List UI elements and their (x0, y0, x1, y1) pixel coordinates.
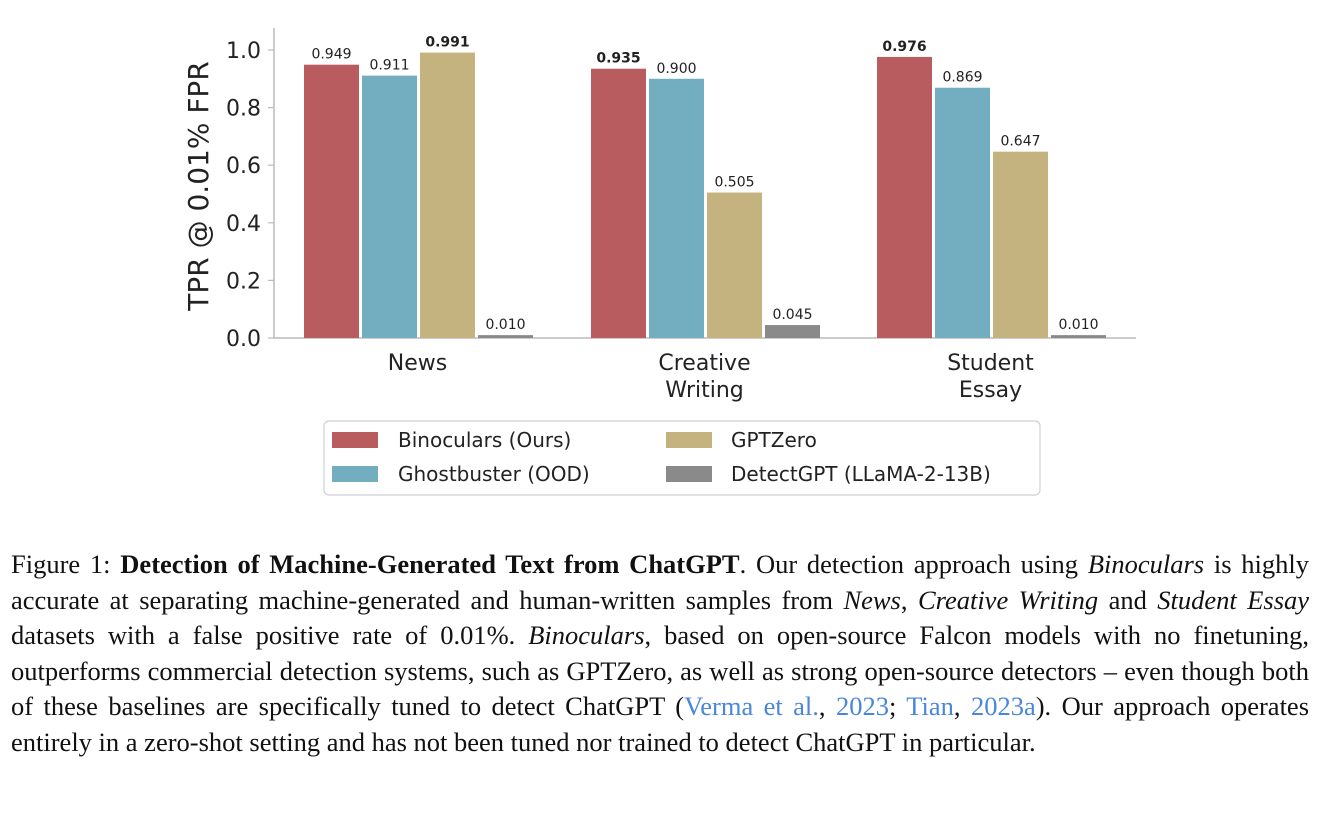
caption-text: ; (888, 691, 907, 722)
bar-value-label: 0.900 (656, 61, 696, 77)
y-ticks: 0.0 0.2 0.4 0.6 0.8 1.0 (226, 39, 274, 352)
bar (362, 75, 417, 338)
caption-text: , (818, 691, 836, 722)
bar-value-label: 0.505 (714, 175, 754, 191)
y-tick-label: 1.0 (226, 39, 261, 64)
citation-link[interactable]: Tian (906, 691, 954, 722)
bar-value-label: 0.911 (369, 58, 409, 74)
legend-label: DetectGPT (LLaMA-2-13B) (731, 462, 991, 486)
x-tick-label: News (388, 351, 447, 376)
y-tick-label: 0.6 (226, 154, 261, 179)
caption-text: . Our detection approach using (739, 549, 1079, 579)
bar-value-label: 0.949 (311, 47, 351, 63)
value-labels: 0.949 0.935 0.976 0.911 0.900 0.869 0.991 0.505… (311, 35, 1098, 334)
caption-emph: Creative Writing (917, 584, 1099, 615)
caption-text: and (1098, 584, 1158, 615)
y-tick-label: 0.2 (226, 269, 261, 294)
legend-swatch (666, 466, 712, 482)
citation-link[interactable]: 2023a (970, 691, 1036, 722)
citation-link[interactable]: Verma et al. (684, 691, 819, 722)
bar-value-label: 0.976 (882, 39, 926, 55)
bar (649, 78, 704, 339)
bar-value-label: 0.991 (425, 35, 469, 51)
bar (591, 68, 646, 338)
bar-value-label: 0.045 (772, 307, 812, 323)
bar-value-label: 0.869 (942, 70, 982, 86)
caption-text: is highly accurate at separating machine… (11, 549, 1310, 615)
bar (478, 335, 533, 338)
caption-emph: Binoculars (528, 620, 645, 651)
y-tick-label: 0.4 (226, 212, 261, 237)
caption-text: , (900, 584, 908, 615)
caption-emph: Student Essay (1157, 584, 1310, 615)
axes: TPR @ 0.01% FPR (182, 28, 1136, 339)
bar (877, 56, 932, 339)
bar (1051, 335, 1106, 338)
bar-value-label: 0.647 (1000, 134, 1040, 150)
legend-label: Binoculars (Ours) (398, 428, 571, 452)
bar (420, 52, 475, 338)
bar (707, 192, 762, 338)
legend-swatch (332, 432, 378, 448)
figure-caption: Figure 1: Detection of Machine-Generated… (11, 547, 1309, 761)
figure-label: Figure 1: (11, 549, 111, 579)
citation-link[interactable]: 2023 (835, 691, 889, 722)
legend-label: GPTZero (731, 428, 817, 452)
caption-emph: News (843, 584, 901, 615)
y-tick-label: 0.0 (226, 327, 261, 352)
bar (993, 151, 1048, 338)
bar-chart: TPR @ 0.01% FPR 0.0 0.2 0.4 0.6 0.8 1.0 0.949… (182, 28, 1136, 496)
bar (765, 325, 820, 338)
y-tick-label: 0.8 (226, 97, 261, 122)
x-tick-label: Writing (665, 378, 744, 403)
caption-text: , based on open-source Falcon models wit… (11, 620, 1310, 722)
caption-text: ). Our approach operates entirely in a z… (11, 691, 1310, 757)
x-tick-label: Student (947, 351, 1034, 376)
y-axis-label: TPR @ 0.01% FPR (182, 61, 215, 312)
bar (304, 64, 359, 339)
bar-value-label: 0.935 (596, 51, 640, 67)
caption-emph: Binoculars (1087, 549, 1205, 579)
legend-swatch (666, 432, 712, 448)
caption-text: , (953, 691, 971, 722)
legend-label: Ghostbuster (OOD) (398, 462, 590, 486)
x-tick-label: Creative (658, 351, 750, 376)
legend-box (323, 420, 1041, 496)
caption-text: datasets with a false positive rate of 0… (11, 620, 529, 651)
legend: Binoculars (Ours) Ghostbuster (OOD) GPTZer… (323, 420, 1041, 496)
bar (935, 87, 990, 338)
legend-swatch (332, 466, 378, 482)
bar-value-label: 0.010 (485, 317, 525, 333)
caption-title: Detection of Machine-Generated Text from… (120, 549, 740, 579)
bar-value-label: 0.010 (1058, 317, 1098, 333)
bars (304, 52, 1106, 339)
x-tick-label: Essay (959, 378, 1022, 403)
